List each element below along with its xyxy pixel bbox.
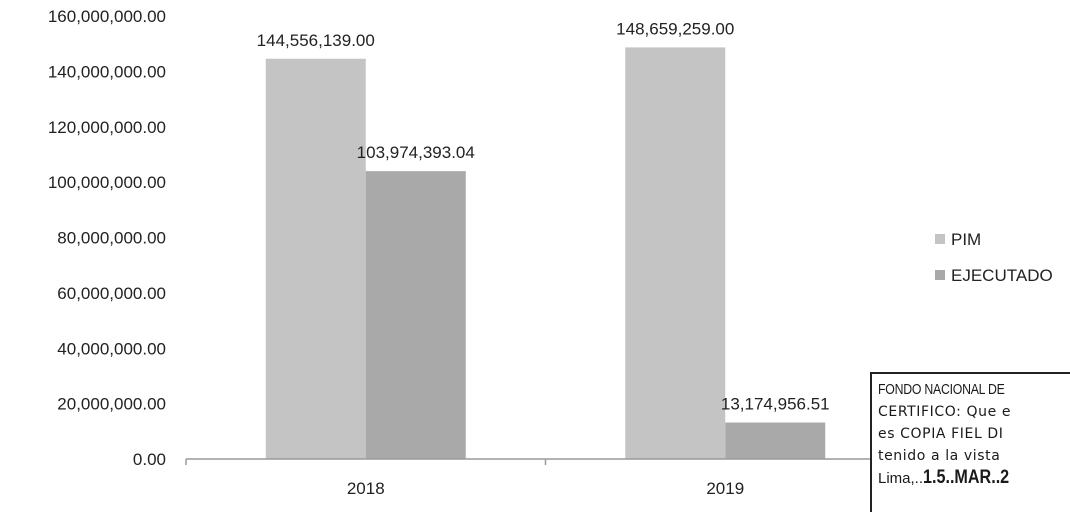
y-tick-label: 20,000,000.00: [57, 395, 166, 414]
data-label: 148,659,259.00: [616, 19, 734, 38]
stamp-date-handwritten: 1.5..MAR..2: [923, 467, 1010, 488]
data-labels: 144,556,139.00 103,974,393.04 148,659,259.…: [257, 19, 830, 413]
y-tick-label: 160,000,000.00: [48, 7, 166, 26]
y-axis-tick-labels: 0.00 20,000,000.00 40,000,000.00 60,000,000…: [48, 7, 166, 469]
category-labels: 2018 2019: [347, 479, 744, 498]
bar-ejecutado-2018: [365, 171, 466, 459]
stamp-date-prefix: Lima,..: [878, 470, 924, 487]
bar-pim-2018: [265, 58, 366, 459]
bars: [265, 47, 826, 459]
y-tick-label: 0.00: [133, 450, 166, 469]
y-tick-label: 120,000,000.00: [48, 118, 166, 137]
legend: PIM EJECUTADO: [935, 230, 1053, 285]
data-label: 103,974,393.04: [357, 143, 475, 162]
stamp-date: Lima,..1.5..MAR..2: [878, 467, 1070, 490]
bar-ejecutado-2019: [725, 422, 826, 459]
stamp-line-1: FONDO NACIONAL DE: [878, 381, 1005, 398]
bar-pim-2019: [625, 47, 726, 459]
y-tick-label: 60,000,000.00: [57, 284, 166, 303]
certification-stamp: FONDO NACIONAL DE CERTIFICO: Que e es CO…: [870, 372, 1070, 512]
legend-swatch: [935, 270, 945, 280]
stamp-line-2: CERTIFICO: Que e: [878, 404, 1012, 420]
x-axis-ticks: [185, 459, 906, 465]
y-tick-label: 80,000,000.00: [57, 229, 166, 248]
data-label: 144,556,139.00: [257, 31, 375, 50]
category-label: 2019: [706, 479, 744, 498]
legend-swatch: [935, 234, 945, 244]
data-label: 13,174,956.51: [721, 395, 830, 414]
y-tick-label: 40,000,000.00: [57, 339, 166, 358]
y-tick-label: 140,000,000.00: [48, 62, 166, 81]
y-tick-label: 100,000,000.00: [48, 173, 166, 192]
stamp-line-3: es COPIA FIEL DI: [878, 426, 1004, 442]
legend-label: EJECUTADO: [951, 266, 1053, 285]
stamp-line-4: tenido a la vista: [878, 448, 1001, 464]
category-label: 2018: [347, 479, 385, 498]
legend-label: PIM: [951, 230, 981, 249]
bar-chart: 0.00 20,000,000.00 40,000,000.00 60,000,000…: [48, 7, 1053, 498]
